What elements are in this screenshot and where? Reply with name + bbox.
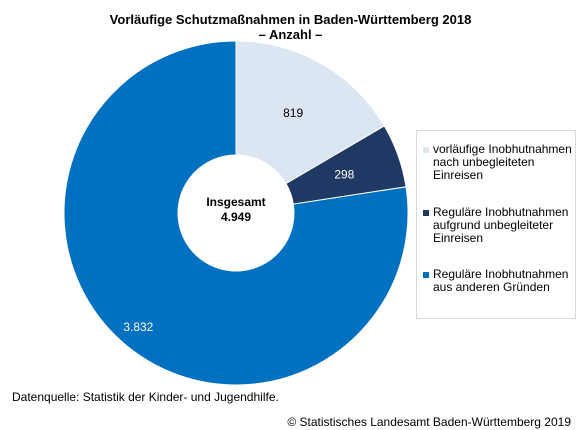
- legend-label-2: Reguläre Inobhutnahmen aufgrund unbegleit…: [433, 206, 573, 245]
- legend-label-line: aufgrund unbegleiteter: [433, 218, 554, 232]
- legend-swatch-3: [423, 272, 429, 278]
- legend-label-3: Reguläre Inobhutnahmen aus anderen Gründe…: [433, 268, 573, 294]
- legend-swatch-2: [423, 210, 429, 216]
- legend-label-line: vorläufige Inobhutnahmen: [433, 142, 572, 156]
- chart-title-block: Vorläufige Schutzmaßnahmen in Baden-Würt…: [0, 12, 581, 42]
- legend-label-1: vorläufige Inobhutnahmen nach unbegleitet…: [433, 143, 573, 182]
- slice-value-label-1: 819: [283, 106, 303, 120]
- donut-slice-3: [63, 40, 409, 386]
- legend-swatch-1: [423, 147, 429, 153]
- legend-label-line: Einreisen: [433, 168, 484, 182]
- center-total-value: 4.949: [221, 210, 251, 224]
- legend: vorläufige Inobhutnahmen nach unbegleitet…: [416, 130, 576, 319]
- data-source: Datenquelle: Statistik der Kinder- und J…: [12, 390, 279, 404]
- center-total-label: Insgesamt: [206, 195, 265, 209]
- slice-value-label-2: 298: [334, 167, 354, 181]
- chart-subtitle: – Anzahl –: [258, 27, 323, 42]
- legend-label-line: nach unbegleiteten: [433, 155, 535, 169]
- legend-label-line: Reguläre Inobhutnahmen: [433, 205, 569, 219]
- legend-label-line: aus anderen Gründen: [433, 280, 550, 294]
- chart-title: Vorläufige Schutzmaßnahmen in Baden-Würt…: [109, 12, 472, 27]
- slice-value-label-3: 3.832: [123, 320, 153, 334]
- copyright: © Statistisches Landesamt Baden-Württemb…: [287, 415, 571, 429]
- legend-label-line: Einreisen: [433, 231, 484, 245]
- donut-slice-1: [235, 40, 385, 185]
- legend-label-line: Reguläre Inobhutnahmen: [433, 267, 569, 281]
